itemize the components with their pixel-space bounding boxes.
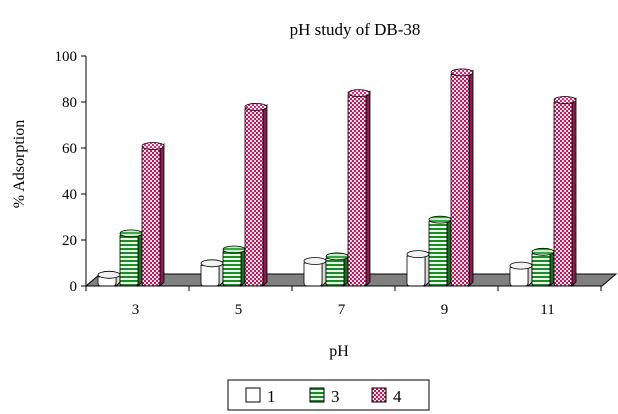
legend-label: 3 xyxy=(331,387,340,406)
x-axis: 3 5 7 9 11 xyxy=(85,285,602,318)
bar xyxy=(222,245,246,287)
x-tick-label: 5 xyxy=(235,302,243,318)
bar xyxy=(97,270,121,287)
bar xyxy=(450,68,474,287)
bar xyxy=(119,229,143,287)
bar xyxy=(244,103,268,287)
legend-swatch xyxy=(245,387,261,403)
legend: 1 3 4 xyxy=(227,379,430,411)
bar xyxy=(347,89,371,287)
y-tick-label: 40 xyxy=(62,187,77,203)
bar xyxy=(141,142,165,287)
bar xyxy=(303,257,327,287)
bar xyxy=(509,261,533,287)
bar xyxy=(531,247,555,287)
bar xyxy=(428,215,452,287)
x-tick-label: 9 xyxy=(441,302,449,318)
y-axis: 0 20 40 60 80 100 xyxy=(55,49,87,295)
y-tick-label: 60 xyxy=(62,141,77,157)
legend-label: 1 xyxy=(267,387,276,406)
chart-title: pH study of DB-38 xyxy=(290,20,421,39)
legend-swatch xyxy=(371,387,387,403)
bars xyxy=(97,68,577,287)
x-tick-label: 11 xyxy=(540,302,554,318)
y-axis-label: % Adsorption xyxy=(11,120,28,208)
bar xyxy=(553,96,577,287)
x-tick-label: 3 xyxy=(132,302,140,318)
legend-item: 4 xyxy=(371,387,402,406)
x-tick-label: 7 xyxy=(338,302,346,318)
bar xyxy=(325,252,349,287)
legend-box xyxy=(227,379,430,411)
legend-swatch xyxy=(309,387,325,403)
bar xyxy=(406,250,430,287)
x-axis-label: pH xyxy=(329,343,349,360)
legend-item: 1 xyxy=(245,387,276,406)
legend-item: 3 xyxy=(309,387,340,406)
y-tick-label: 20 xyxy=(62,233,77,249)
legend-label: 4 xyxy=(393,387,402,406)
y-tick-label: 0 xyxy=(70,279,78,295)
y-tick-label: 80 xyxy=(62,95,77,111)
bar xyxy=(200,259,224,287)
y-tick-label: 100 xyxy=(55,49,78,65)
